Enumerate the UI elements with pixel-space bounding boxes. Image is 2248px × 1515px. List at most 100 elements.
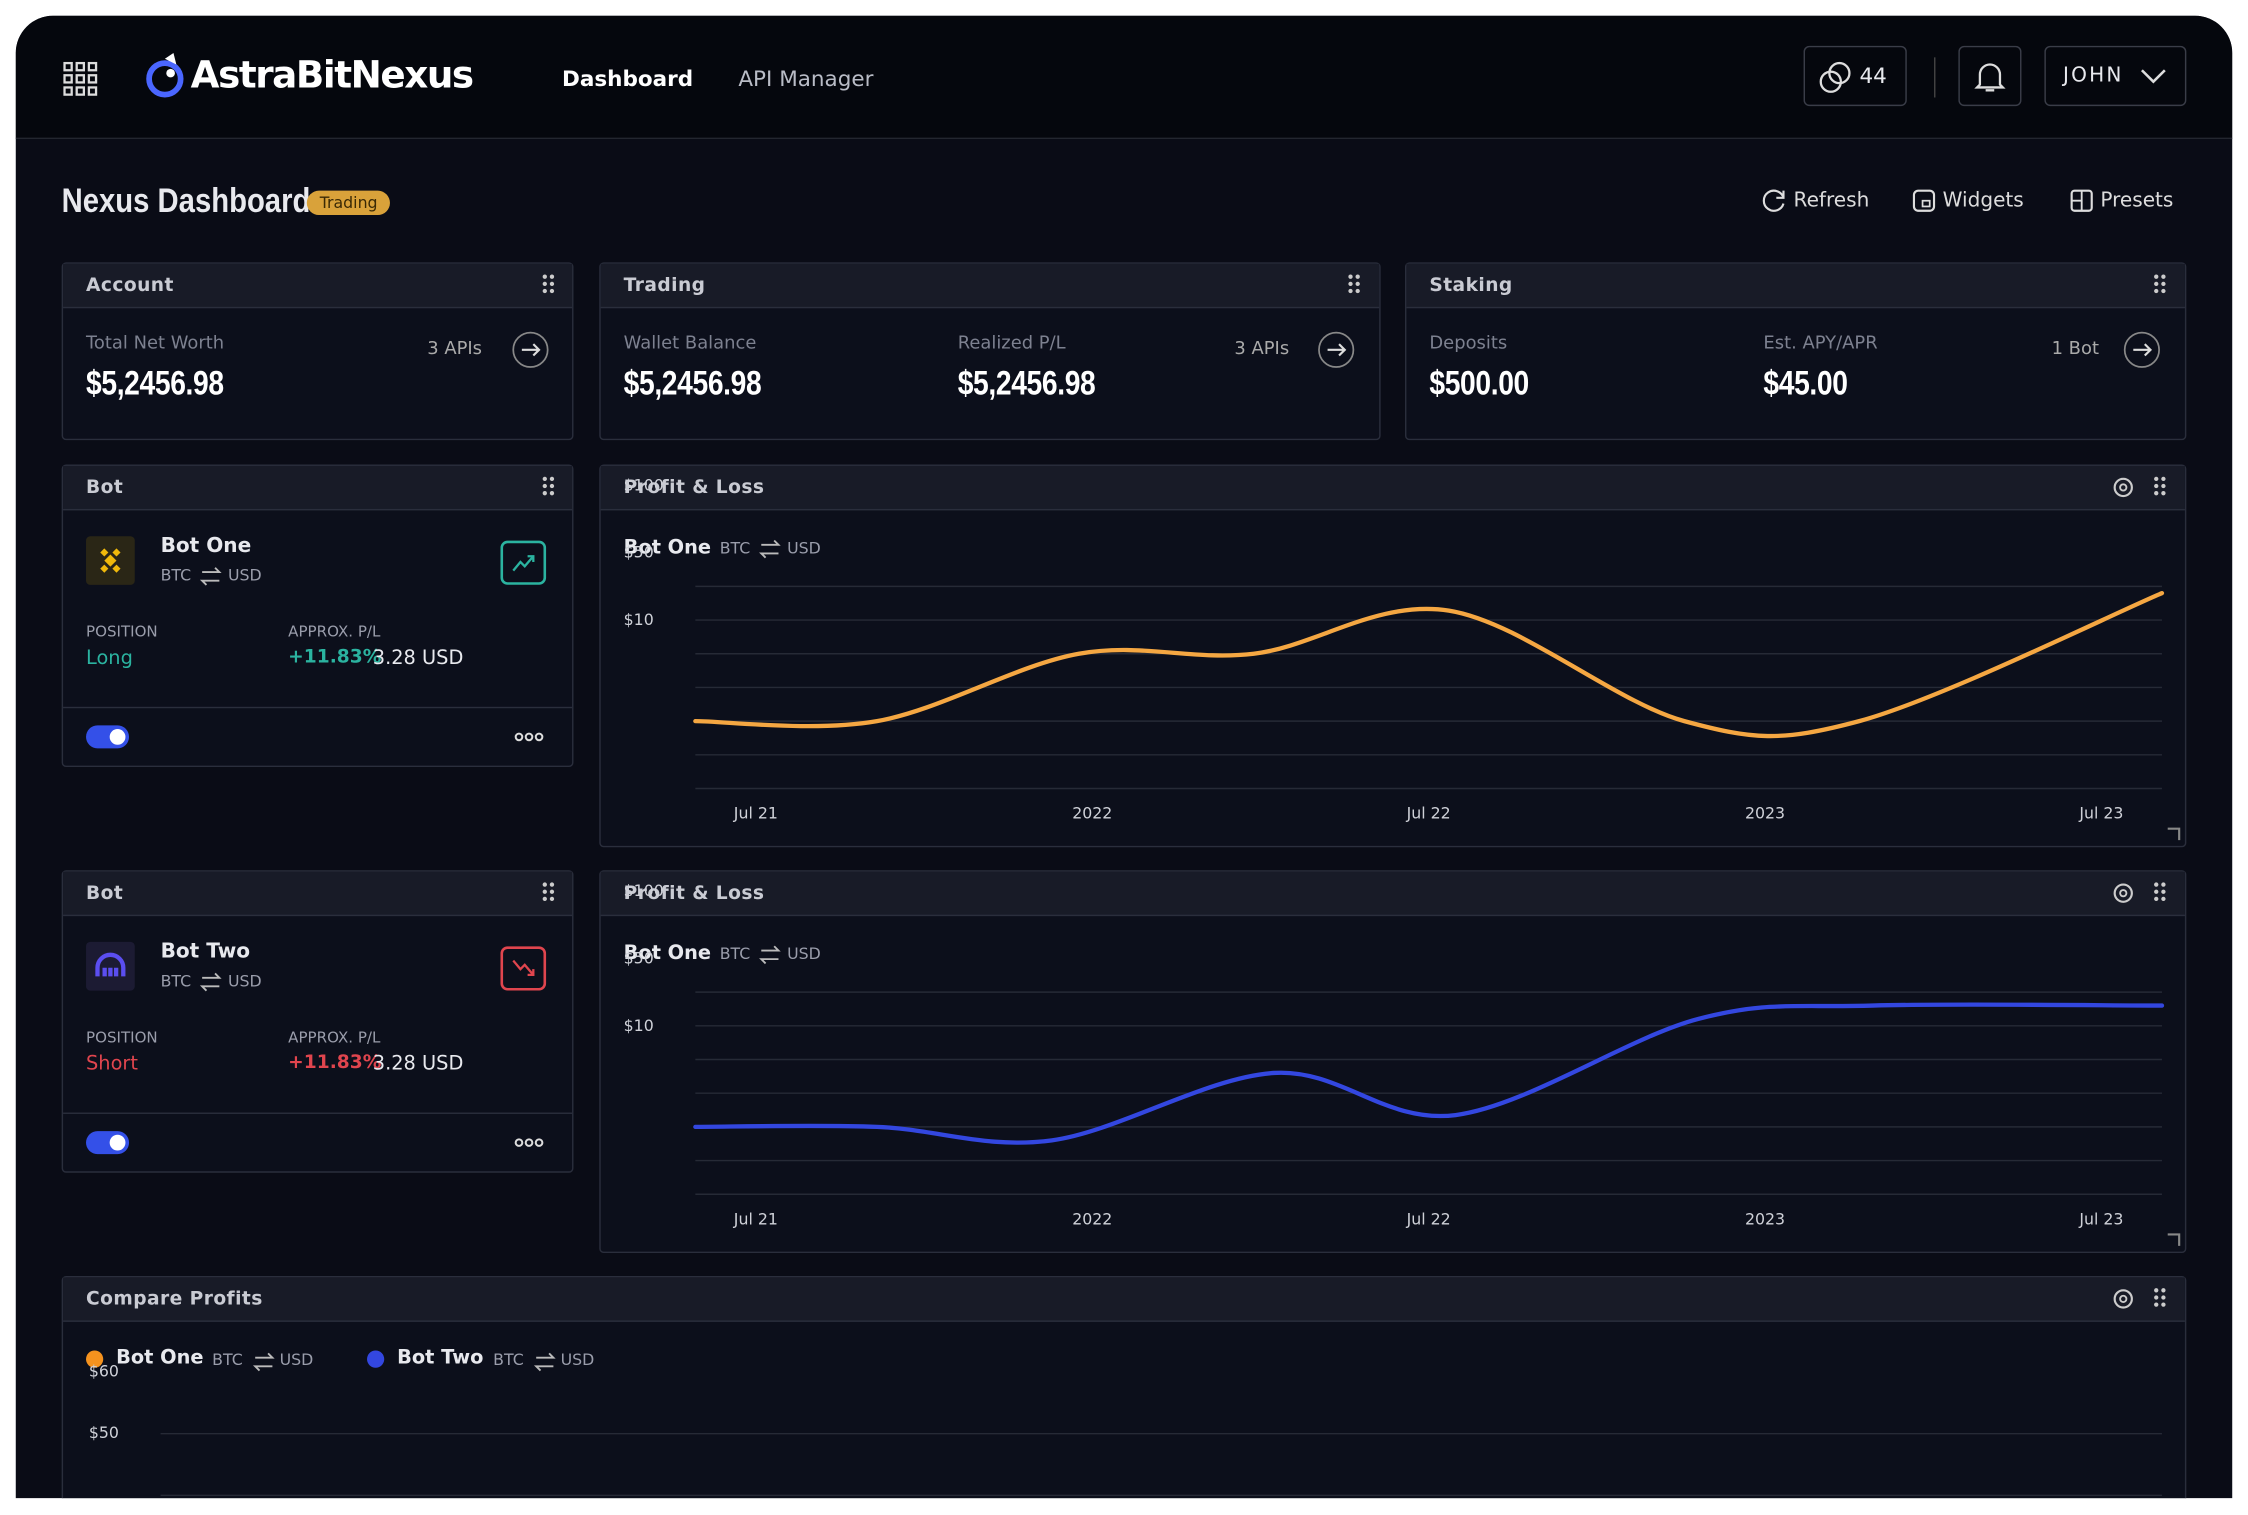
quote: USD (560, 1350, 595, 1370)
position: Short (86, 1052, 138, 1076)
legend-swatch (86, 1350, 104, 1368)
app: AstraBitNexus Dashboard API Manager 44 J… (15, 15, 2233, 1499)
presets-icon (2070, 189, 2093, 212)
chart-card: Compare Profits Bot One BTC USD Bot Two … (61, 1275, 2187, 1499)
quote: USD (787, 539, 821, 558)
line (693, 590, 2165, 739)
value: $5,2456.98 (957, 364, 1096, 403)
x-tick-label: 2022 (1072, 1209, 1112, 1228)
card-title: Compare Profits (86, 1288, 263, 1311)
pl-usd: 3.28 USD (372, 646, 464, 670)
x-tick-label: 2023 (1745, 1209, 1785, 1228)
legend-swatch (367, 1350, 385, 1368)
exchange-icon (86, 941, 135, 991)
quote: USD (227, 972, 262, 991)
card-header: Account (63, 263, 573, 309)
value: $500.00 (1429, 364, 1529, 403)
apps-icon[interactable] (63, 61, 98, 96)
coins-icon (1819, 61, 1851, 93)
notifications-button[interactable] (1958, 45, 2022, 107)
divider (63, 1112, 573, 1114)
card-title: Profit & Loss (623, 477, 765, 499)
exchange-icon (86, 536, 135, 585)
label: Realized P/L (957, 331, 1066, 353)
value: $5,2456.98 (86, 364, 224, 403)
label: Est. APY/APR (1763, 331, 1878, 353)
chart-series-name: Bot One (623, 536, 712, 560)
card-title: Account (86, 275, 174, 297)
nav-item[interactable]: API Manager (738, 65, 874, 92)
chart-card: Profit & Loss Bot One BTC USD (599, 870, 2187, 1254)
card-header: Compare Profits (63, 1277, 2185, 1322)
base: BTC (719, 539, 751, 558)
brand: AstraBitNexus (190, 54, 474, 98)
quote: USD (279, 1350, 314, 1370)
label: Deposits (1429, 331, 1508, 353)
y-tick-label: $50 (624, 948, 654, 967)
bot-card: Bot Bot Two BTC USD POSITION Short APPRO… (61, 870, 574, 1173)
label: POSITION (86, 1029, 158, 1047)
card-header: Staking (1406, 263, 2185, 309)
bots: 1 Bot (2051, 336, 2099, 359)
x-tick-label: 2022 (1072, 804, 1112, 823)
card-header: Trading (600, 263, 1380, 309)
action[interactable]: Refresh (1793, 189, 1870, 213)
value: $5,2456.98 (623, 364, 762, 403)
card-header: Bot (63, 465, 573, 511)
account-card: Account Total Net Worth $5,2456.98 3 API… (61, 262, 574, 441)
card-title: Bot (86, 883, 124, 905)
quote: USD (227, 566, 262, 585)
user-name: JOHN (2063, 64, 2124, 88)
tag: Trading (306, 190, 391, 216)
x-tick-label: Jul 23 (2078, 1209, 2123, 1228)
x-tick-label: 2023 (1745, 804, 1785, 823)
separator (1934, 57, 1936, 98)
trading-card: Trading Wallet Balance $5,2456.98 Realiz… (599, 262, 1381, 441)
base: BTC (719, 944, 751, 964)
line (693, 1002, 2165, 1145)
coins-button[interactable] (1803, 45, 1907, 107)
y-tick-label: $50 (624, 543, 654, 562)
label: APPROX. P/L (288, 623, 381, 641)
legend-label[interactable]: Bot Two (397, 1346, 484, 1370)
card-header: Profit & Loss (600, 871, 2185, 917)
base: BTC (493, 1350, 524, 1370)
y-tick-label: $10 (624, 1016, 654, 1035)
base: BTC (160, 972, 192, 991)
pl-percent: +11.83% (288, 646, 382, 669)
nav-item[interactable]: Dashboard (561, 65, 694, 92)
bot-name: Bot One (160, 534, 252, 558)
card-title: Profit & Loss (623, 883, 765, 905)
label: APPROX. P/L (288, 1029, 381, 1047)
x-tick-label: Jul 23 (2078, 804, 2123, 823)
action[interactable]: Presets (2100, 189, 2174, 213)
apis: 3 APIs (1234, 336, 1290, 359)
x-tick-label: Jul 22 (1406, 1209, 1451, 1228)
card-title: Staking (1429, 275, 1513, 297)
bell-icon (1974, 63, 2006, 92)
coin-count: 44 (1859, 63, 1887, 89)
bot-card: Bot Bot One BTC USD POSITION Long APPROX… (61, 464, 574, 768)
y-tick-label: $100 (624, 475, 664, 494)
card-title: Trading (623, 275, 706, 297)
legend-label[interactable]: Bot One (116, 1346, 204, 1370)
x-tick-label: Jul 22 (1406, 804, 1451, 823)
staking-card: Staking Deposits $500.00 Est. APY/APR $4… (1404, 262, 2187, 441)
label: Total Net Worth (86, 331, 225, 353)
y-tick-label: $100 (624, 881, 664, 900)
apis: 3 APIs (427, 336, 483, 359)
pl-percent: +11.83% (288, 1052, 382, 1074)
card-header: Profit & Loss (600, 465, 2185, 511)
y-tick-label: $50 (89, 1423, 119, 1442)
refresh-icon (1762, 189, 1785, 212)
logo-icon (146, 53, 184, 98)
position: Long (86, 646, 133, 670)
card-header: Bot (63, 871, 573, 917)
y-tick-label: $10 (624, 610, 654, 629)
card-title: Bot (86, 477, 124, 499)
user-menu[interactable] (2044, 45, 2187, 107)
label: POSITION (86, 623, 158, 641)
action[interactable]: Widgets (1942, 189, 2024, 213)
